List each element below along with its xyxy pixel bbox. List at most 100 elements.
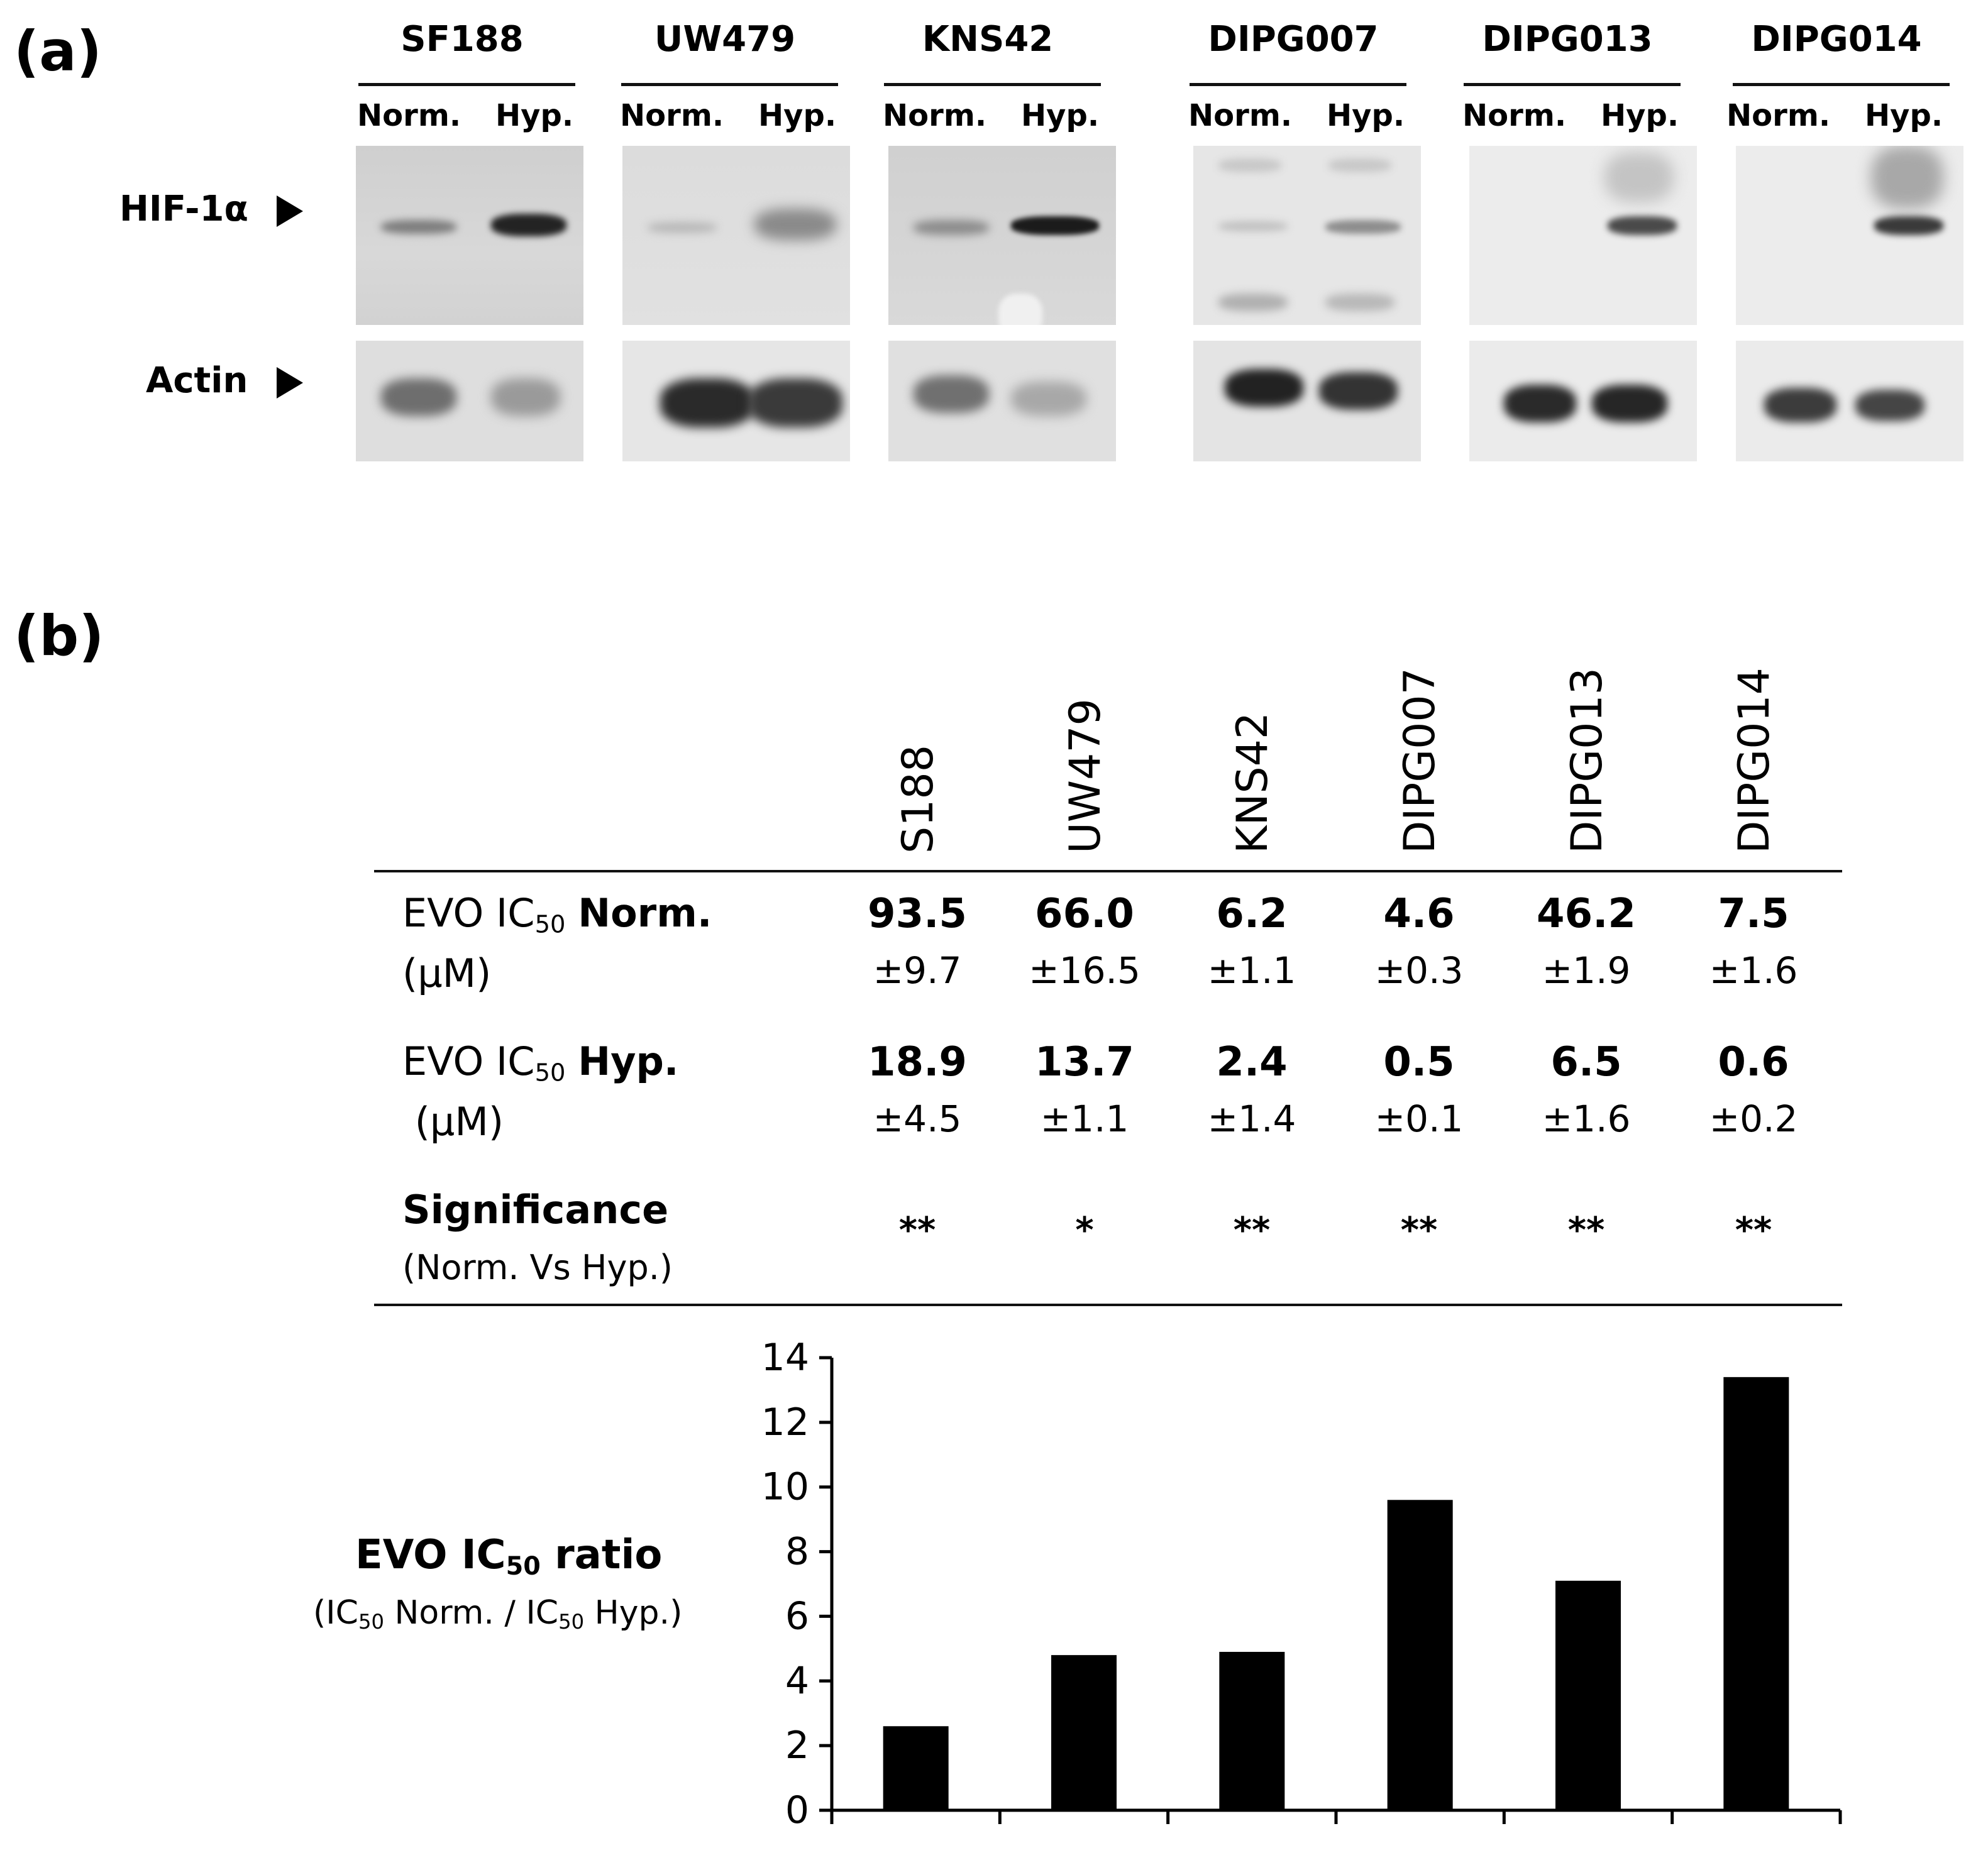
- blot-hif1a-uw479: [622, 146, 850, 325]
- band: [381, 220, 456, 234]
- hyp-value: 6.5: [1550, 1039, 1622, 1086]
- title-rule: [621, 83, 838, 86]
- blot-title-dipg014: DIPG014: [1751, 19, 1922, 60]
- band: [1218, 158, 1281, 172]
- bar-kns42: [1219, 1652, 1285, 1810]
- band: [748, 378, 842, 427]
- norm-value: 4.6: [1383, 891, 1455, 937]
- norm-error: ±1.9: [1542, 949, 1631, 992]
- band: [1871, 146, 1943, 209]
- blot-hif1a-dipg007: [1193, 146, 1421, 325]
- row-label-norm: EVO IC50 Norm.: [402, 890, 712, 939]
- chart-ylabel: EVO IC50 ratio: [355, 1532, 663, 1581]
- band: [381, 378, 456, 416]
- bar-dipg007: [1387, 1500, 1453, 1810]
- blot-title-dipg007: DIPG007: [1208, 19, 1379, 60]
- row-label-hif1a: HIF-1α: [119, 189, 248, 229]
- bar-dipg013: [1555, 1580, 1621, 1810]
- band: [754, 209, 836, 240]
- hyp-error: ±1.1: [1040, 1097, 1129, 1140]
- lane-label-hyp: Hyp.: [758, 98, 837, 133]
- band: [914, 375, 989, 413]
- bar-uw479: [1051, 1655, 1117, 1810]
- y-tick-label: 8: [785, 1530, 809, 1574]
- band: [660, 378, 754, 427]
- lane-label-norm: Norm.: [1726, 98, 1831, 133]
- band: [1218, 221, 1288, 231]
- band: [1011, 216, 1099, 235]
- blot-hif1a-dipg013: [1469, 146, 1697, 325]
- blot-actin-kns42: [888, 341, 1116, 461]
- y-tick-label: 10: [761, 1465, 809, 1509]
- band: [491, 378, 560, 416]
- hyp-value: 0.5: [1383, 1039, 1455, 1086]
- lane-label-norm: Norm.: [1462, 98, 1567, 133]
- blot-actin-sf188: [356, 341, 583, 461]
- table-bottom-rule: [374, 1304, 1842, 1306]
- band: [1504, 385, 1576, 422]
- norm-value: 66.0: [1035, 891, 1134, 937]
- hyp-error: ±0.2: [1709, 1097, 1798, 1140]
- hyp-value: 0.6: [1718, 1039, 1789, 1086]
- y-tick-label: 2: [785, 1724, 809, 1768]
- blot-actin-dipg013: [1469, 341, 1697, 461]
- lane-label-hyp: Hyp.: [1601, 98, 1679, 133]
- title-rule: [1190, 83, 1406, 86]
- band: [1325, 220, 1401, 234]
- blot-hif1a-dipg014: [1736, 146, 1963, 325]
- y-tick-label: 6: [785, 1594, 809, 1638]
- lane-label-hyp: Hyp.: [1327, 98, 1405, 133]
- blot-title-dipg013: DIPG013: [1482, 19, 1653, 60]
- lane-label-hyp: Hyp.: [1865, 98, 1943, 133]
- title-rule: [358, 83, 575, 86]
- y-tick-label: 0: [785, 1788, 809, 1832]
- band: [648, 223, 717, 233]
- band: [1328, 158, 1391, 172]
- panel-a-label: (a): [14, 19, 102, 84]
- title-rule: [1464, 83, 1681, 86]
- blot-actin-uw479: [622, 341, 850, 461]
- band: [1218, 294, 1288, 311]
- lane-label-norm: Norm.: [620, 98, 724, 133]
- blot-hif1a-sf188: [356, 146, 583, 325]
- row-sublabel-significance: (Norm. Vs Hyp.): [402, 1248, 673, 1287]
- hyp-value: 18.9: [868, 1039, 967, 1086]
- chart-ylabel-secondary: (IC50 Norm. / IC50 Hyp.): [313, 1594, 683, 1634]
- bar-s188: [883, 1726, 949, 1810]
- lane-label-hyp: Hyp.: [1021, 98, 1100, 133]
- band: [914, 220, 989, 235]
- row-label-hyp: EVO IC50 Hyp.: [402, 1038, 679, 1087]
- y-tick-label: 14: [761, 1336, 809, 1380]
- norm-error: ±16.5: [1029, 949, 1140, 992]
- row-label-significance: Significance: [402, 1187, 669, 1233]
- band: [1608, 216, 1677, 235]
- blot-actin-dipg014: [1736, 341, 1963, 461]
- lane-label-hyp: Hyp.: [495, 98, 574, 133]
- hyp-error: ±1.6: [1542, 1097, 1631, 1140]
- norm-value: 7.5: [1718, 891, 1789, 937]
- significance-stars: **: [898, 1210, 936, 1251]
- arrow-icon: [277, 195, 303, 227]
- bar-dipg014: [1723, 1377, 1789, 1810]
- band: [1855, 390, 1924, 421]
- band: [1225, 369, 1303, 407]
- significance-stars: **: [1735, 1210, 1772, 1251]
- row-unit-norm: (µM): [402, 950, 492, 996]
- significance-stars: *: [1075, 1210, 1094, 1251]
- lane-label-norm: Norm.: [1188, 98, 1293, 133]
- significance-stars: **: [1567, 1210, 1605, 1251]
- row-unit-hyp: (µM): [402, 1099, 504, 1145]
- band: [1604, 152, 1674, 202]
- band: [1874, 216, 1943, 235]
- hyp-error: ±1.4: [1207, 1097, 1296, 1140]
- band: [1325, 294, 1394, 311]
- norm-error: ±1.1: [1207, 949, 1296, 992]
- blot-actin-dipg007: [1193, 341, 1421, 461]
- hyp-error: ±4.5: [873, 1097, 962, 1140]
- norm-error: ±9.7: [873, 949, 962, 992]
- significance-stars: **: [1233, 1210, 1271, 1251]
- panel-b-label: (b): [14, 603, 104, 668]
- blot-hif1a-kns42: [888, 146, 1116, 325]
- norm-value: 46.2: [1537, 891, 1636, 937]
